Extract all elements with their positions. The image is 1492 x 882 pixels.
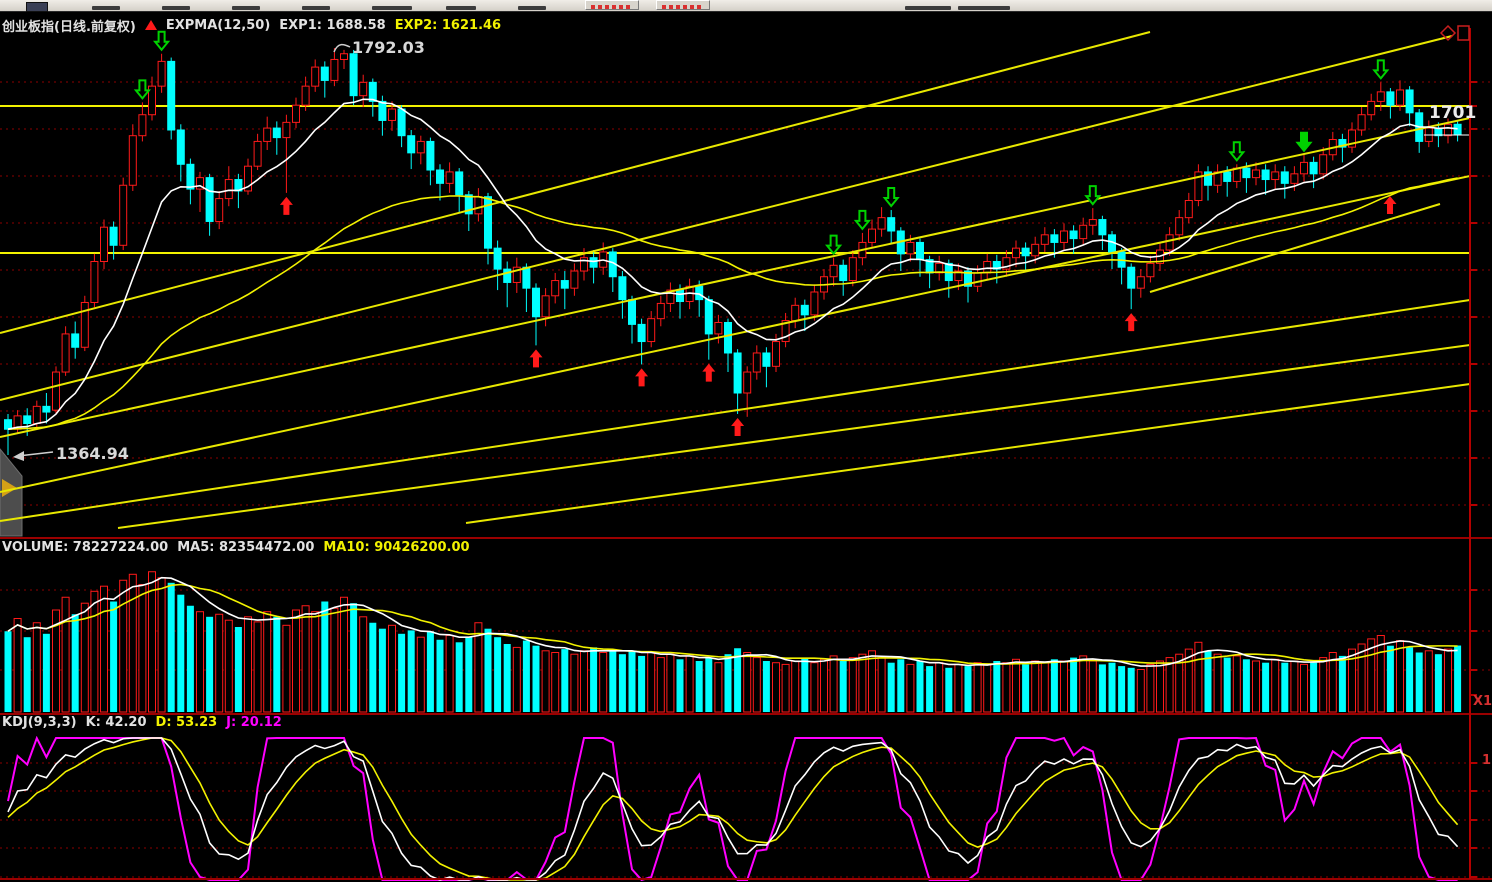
buy-arrow-icon xyxy=(702,363,716,382)
left-edge-markers-group xyxy=(0,448,23,537)
expma-lines-group xyxy=(7,98,1458,431)
kdj-scale-label: 1 xyxy=(1482,753,1492,768)
volume-ma-lines-group xyxy=(7,576,1458,667)
symbol-period-label: 创业板指(日线.前复权) xyxy=(2,20,136,35)
sell-arrow-icon xyxy=(824,234,843,256)
toolbar-button-1[interactable] xyxy=(585,0,639,10)
sell-arrow-icon xyxy=(1372,59,1390,80)
sell-arrow-icon xyxy=(152,30,171,52)
low-price-label: 1364.94 xyxy=(56,444,129,463)
menu-bar xyxy=(0,0,1492,12)
kdj-name-label: KDJ(9,3,3) xyxy=(2,715,77,730)
buy-arrow-icon xyxy=(529,349,543,368)
buy-arrow-icon xyxy=(635,368,649,387)
volume-scale-multiplier-label: X1 xyxy=(1473,694,1492,709)
menu-item-fragment[interactable] xyxy=(518,6,546,10)
axis-and-dividers-group xyxy=(0,28,1492,880)
kdj-lines-group xyxy=(7,736,1459,881)
volume-value-label: VOLUME: 78227224.00 xyxy=(2,540,169,555)
volume-ma5-label: MA5: 82354472.00 xyxy=(177,540,315,555)
app-icon[interactable] xyxy=(26,2,48,12)
sell-arrow-icon xyxy=(1228,141,1246,162)
pane-box-icon[interactable] xyxy=(1457,25,1470,41)
volume-ma10-label: MA10: 90426200.00 xyxy=(323,540,470,555)
kdj-d-value-label: D: 53.23 xyxy=(155,715,218,730)
menu-item-fragment[interactable] xyxy=(162,6,190,10)
exp2-value-label: EXP2: 1621.46 xyxy=(394,18,502,33)
sell-arrow-icon xyxy=(1084,185,1102,206)
indicator-name-label: EXPMA(12,50) xyxy=(165,18,271,33)
menu-item-fragment[interactable] xyxy=(302,6,330,10)
trendlines-group xyxy=(0,31,1470,529)
exp1-value-label: EXP1: 1688.58 xyxy=(279,18,386,33)
menu-item-fragment[interactable] xyxy=(232,6,260,10)
buy-arrow-icon xyxy=(1124,313,1138,332)
alert-lines-group xyxy=(0,105,1470,254)
annotation-leaders-group xyxy=(13,43,351,461)
expma-up-arrow-icon xyxy=(144,19,157,30)
menu-item-fragment[interactable] xyxy=(446,6,476,10)
volume-pane-header: VOLUME: 78227224.00 MA5: 82354472.00 MA1… xyxy=(2,540,470,555)
high-price-label: 1792.03 xyxy=(352,38,425,57)
toolbar-button-2[interactable] xyxy=(656,0,710,10)
menu-item-fragment[interactable] xyxy=(92,6,120,10)
sell-arrow-icon xyxy=(1295,131,1313,153)
sell-arrow-icon xyxy=(133,79,152,100)
signal-arrows-group xyxy=(133,30,1397,436)
buy-arrow-icon xyxy=(1383,196,1397,214)
menu-item-fragment[interactable] xyxy=(905,6,951,10)
buy-arrow-icon xyxy=(279,196,293,215)
diamond-icon[interactable] xyxy=(1439,24,1457,42)
menu-item-fragment[interactable] xyxy=(958,6,1010,10)
toolbar-button-2-label-fragment xyxy=(662,5,704,9)
sell-arrow-icon xyxy=(882,187,900,208)
kdj-j-value-label: J: 20.12 xyxy=(226,715,282,730)
pane-corner-icons-group xyxy=(1439,24,1470,42)
candles-group xyxy=(4,48,1462,455)
menu-item-fragment[interactable] xyxy=(372,6,412,10)
main-chart-header: 创业板指(日线.前复权) EXPMA(12,50) EXP1: 1688.58 … xyxy=(2,16,501,35)
volume-bars-group xyxy=(4,571,1462,713)
kdj-pane-header: KDJ(9,3,3) K: 42.20 D: 53.23 J: 20.12 xyxy=(2,715,282,730)
last-price-label: 1701 xyxy=(1429,103,1477,123)
buy-arrow-icon xyxy=(731,417,745,436)
kdj-k-value-label: K: 42.20 xyxy=(85,715,147,730)
toolbar-button-1-label-fragment xyxy=(591,5,633,9)
sell-arrow-icon xyxy=(853,209,872,231)
